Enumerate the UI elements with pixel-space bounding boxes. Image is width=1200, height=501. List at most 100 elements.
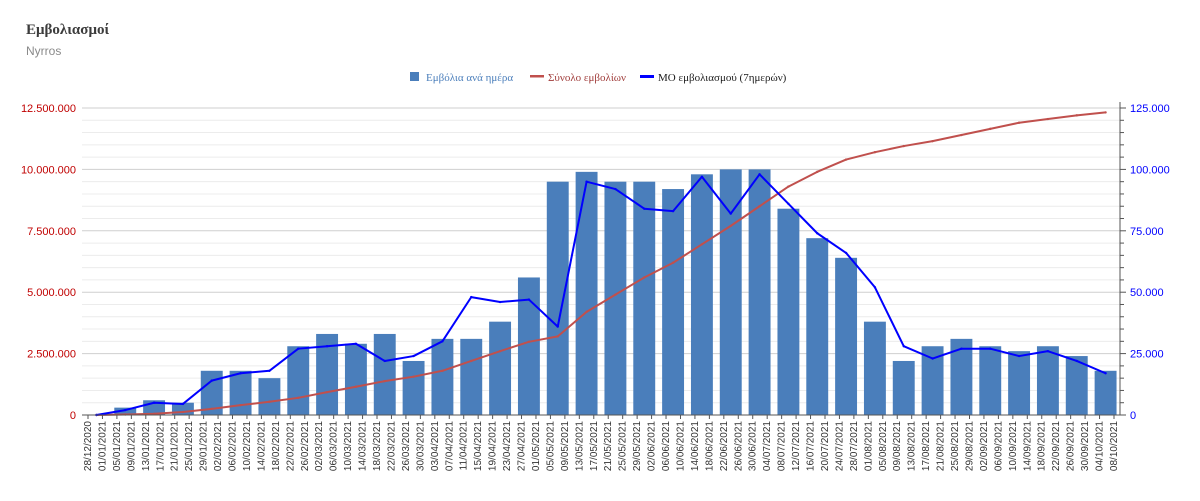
x-axis-tick-label: 12/07/2021	[791, 421, 802, 471]
moving-average-point	[297, 347, 300, 350]
x-axis-tick-label: 29/08/2021	[964, 421, 975, 471]
total-vaccinations-point	[671, 261, 675, 264]
x-axis-tick-label: 02/02/2021	[213, 421, 224, 471]
moving-average-point	[556, 325, 559, 328]
bar	[777, 208, 800, 415]
legend-label: Σύνολο εμβολίων	[548, 72, 626, 84]
bar	[892, 360, 915, 415]
moving-average-point	[960, 347, 963, 350]
x-axis-tick-label: 14/09/2021	[1022, 421, 1033, 471]
bar	[719, 169, 742, 415]
left-axis: 0 2.500.000 5.000.000 7.500.000 10.000.000 12…	[21, 103, 76, 422]
bar	[546, 181, 569, 415]
x-axis-tick-label: 06/06/2021	[661, 421, 672, 471]
x-axis-tick-label: 10/09/2021	[1008, 421, 1019, 471]
x-axis-tick-label: 01/08/2021	[863, 421, 874, 471]
legend: Εμβόλια ανά ημέρα Σύνολο εμβολίων ΜΟ εμβολ…	[410, 72, 787, 84]
bar	[979, 346, 1002, 415]
moving-average	[95, 173, 1107, 417]
x-axis-tick-label: 18/03/2021	[372, 421, 383, 471]
x-axis-tick-label: 20/07/2021	[820, 421, 831, 471]
x-axis-tick-label: 10/03/2021	[343, 421, 354, 471]
chart-title: Εμβολιασμοί	[26, 22, 110, 38]
moving-average-point	[1017, 354, 1021, 358]
x-axis-tick-label: 25/05/2021	[618, 421, 629, 471]
bar	[575, 171, 598, 415]
bar	[344, 343, 367, 415]
moving-average-point	[181, 402, 185, 406]
moving-average-point	[239, 372, 242, 375]
x-axis-tick-label: 17/08/2021	[921, 421, 932, 471]
moving-average-point	[931, 357, 934, 360]
moving-average-point	[758, 173, 761, 176]
bar	[950, 338, 973, 415]
total-vaccinations-point	[239, 403, 242, 407]
x-axis-tick-label: 13/08/2021	[907, 421, 918, 471]
right-axis: 0 25.000 50.000 75.000 100.000 125.000	[1119, 102, 1170, 422]
x-axis-tick-label: 21/08/2021	[936, 421, 947, 471]
x-axis-tick-label: 22/03/2021	[386, 421, 397, 471]
moving-average-point	[787, 202, 790, 205]
bar	[662, 189, 685, 415]
bar	[460, 338, 483, 415]
bar	[863, 321, 886, 415]
x-axis-tick-label: 02/06/2021	[647, 421, 658, 471]
x-axis-tick-label: 10/06/2021	[675, 421, 686, 471]
legend-label: Εμβόλια ανά ημέρα	[426, 72, 513, 84]
left-axis-tick-label: 7.500.000	[27, 226, 76, 238]
left-axis-tick-label: 12.500.000	[21, 103, 76, 115]
total-vaccinations-point	[816, 170, 819, 174]
moving-average-point	[441, 340, 444, 343]
total-vaccinations-point	[210, 407, 213, 411]
total-vaccinations	[95, 111, 1107, 417]
x-axis-tick-label: 18/06/2021	[704, 421, 715, 471]
total-vaccinations-point	[758, 205, 761, 208]
total-vaccinations-point	[989, 127, 992, 131]
moving-average-point	[643, 207, 646, 210]
x-axis-tick-label: 16/07/2021	[806, 421, 817, 471]
total-vaccinations-point	[1017, 121, 1021, 124]
x-axis-tick-label: 05/01/2021	[112, 421, 123, 471]
left-axis-tick-label: 5.000.000	[27, 287, 76, 299]
bar	[373, 333, 396, 415]
bar	[748, 169, 771, 415]
bar	[1094, 370, 1117, 415]
total-vaccinations-point	[441, 369, 444, 372]
total-vaccinations-point	[729, 224, 732, 228]
x-axis-tick-label: 07/04/2021	[444, 421, 455, 471]
x-axis-tick-label: 19/04/2021	[488, 421, 499, 471]
total-vaccinations-point	[1075, 114, 1078, 117]
bar	[604, 181, 627, 415]
bar	[258, 378, 281, 415]
total-vaccinations-point	[643, 276, 646, 279]
total-vaccinations-point	[470, 359, 473, 363]
x-axis-tick-label: 30/09/2021	[1080, 421, 1091, 471]
x-axis-tick-label: 26/02/2021	[300, 421, 311, 471]
moving-average-point	[268, 369, 271, 372]
x-axis-tick-label: 05/08/2021	[878, 421, 889, 471]
moving-average-point	[816, 232, 819, 235]
x-axis-tick-label: 26/06/2021	[733, 421, 744, 471]
moving-average-point	[498, 300, 502, 304]
total-vaccinations-point	[787, 185, 790, 188]
x-axis-tick-label: 03/04/2021	[430, 421, 441, 471]
x-axis-tick-label: 28/07/2021	[849, 421, 860, 471]
right-axis-tick-label: 25.000	[1130, 349, 1164, 361]
total-vaccinations-point	[960, 133, 963, 137]
right-axis-tick-label: 100.000	[1130, 164, 1170, 176]
x-axis-tick-label: 06/03/2021	[329, 421, 340, 471]
x-axis-tick-label: 22/02/2021	[285, 421, 296, 471]
moving-average-point	[152, 401, 156, 404]
x-axis-tick-label: 18/09/2021	[1037, 421, 1048, 471]
x-axis-tick-label: 11/04/2021	[459, 421, 470, 471]
total-vaccinations-point	[556, 335, 559, 338]
x-axis-tick-label: 21/01/2021	[170, 421, 181, 471]
x-axis-tick-label: 02/03/2021	[314, 421, 325, 471]
x-axis-tick-label: 06/02/2021	[228, 421, 239, 471]
total-vaccinations-point	[931, 139, 934, 143]
bar	[229, 370, 252, 415]
bar	[200, 370, 223, 415]
x-axis-tick-label: 29/01/2021	[199, 421, 210, 471]
bar	[1065, 356, 1088, 415]
x-axis-tick-label: 01/01/2021	[97, 421, 108, 471]
